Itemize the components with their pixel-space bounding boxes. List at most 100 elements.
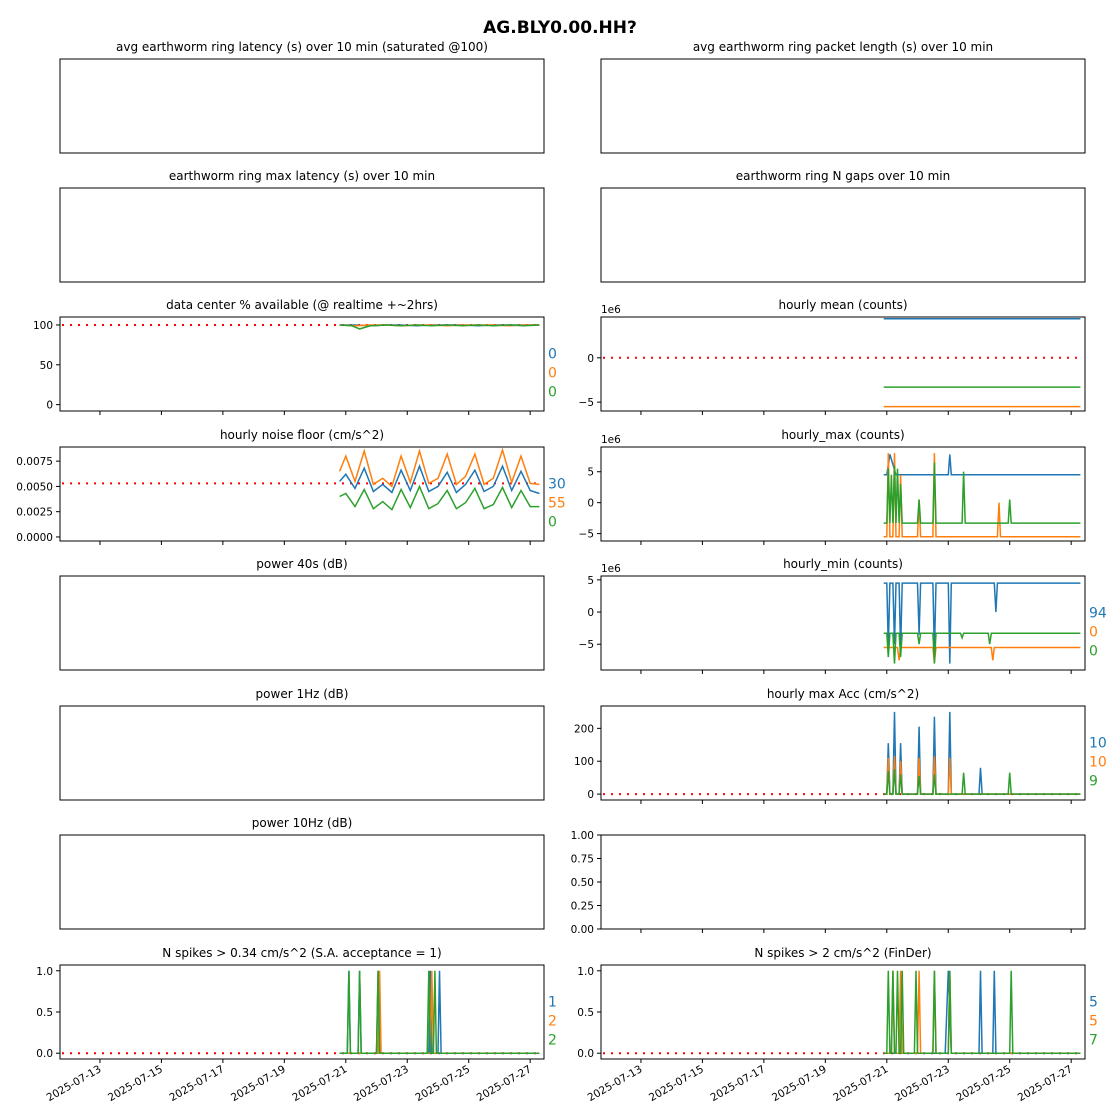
y-tick-label: 0.25 <box>571 901 594 913</box>
x-tick-label: 2025-07-15 <box>106 1063 165 1104</box>
chart-ew-ngaps: earthworm ring N gaps over 10 min <box>600 169 1086 283</box>
x-tick-label: 2025-07-27 <box>475 1063 534 1104</box>
chart-title: hourly_min (counts) <box>783 557 903 571</box>
series-count-label: 0 <box>1089 624 1098 640</box>
series-count-label: 5 <box>1089 1013 1098 1029</box>
plot-frame <box>59 834 545 930</box>
y-tick-label: 0 <box>46 400 53 412</box>
chart-hourly-max-acc: hourly max Acc (cm/s^2) 0 100 200 10 10 9 <box>574 687 1107 804</box>
series-count-label: 5 <box>1089 994 1098 1010</box>
chart-title: data center % available (@ realtime +~2h… <box>166 298 438 312</box>
series-line-3 <box>883 769 1081 795</box>
x-tick-label: 2025-07-25 <box>954 1063 1013 1104</box>
series-line-3 <box>883 970 1081 1054</box>
series-count-label: 0 <box>1089 643 1098 659</box>
series-count-label: 0 <box>548 365 557 381</box>
series-line-1 <box>883 711 1081 795</box>
chart-title: N spikes > 0.34 cm/s^2 (S.A. acceptance … <box>162 946 441 960</box>
chart-ew-packet-length: avg earthworm ring packet length (s) ove… <box>600 40 1086 154</box>
y-tick-label: 5 <box>587 575 594 587</box>
series-line-3 <box>883 632 1081 664</box>
series-count-label: 10 <box>1089 754 1107 770</box>
y-tick-label: 0.0050 <box>16 481 53 493</box>
chart-title: N spikes > 2 cm/s^2 (FinDer) <box>754 946 931 960</box>
series-count-label: 0 <box>548 514 557 530</box>
series-count-label: 9 <box>1089 773 1098 789</box>
plot-frame <box>59 575 545 671</box>
chart-hourly-mean: hourly mean (counts) −5 0 1e6 <box>579 298 1086 415</box>
figure-title: AG.BLY0.00.HH? <box>483 18 637 38</box>
plot-frame <box>59 705 545 801</box>
series-line-2 <box>338 447 540 488</box>
series-count-label: 0 <box>548 384 557 400</box>
y-tick-label: 1.00 <box>571 830 594 842</box>
y-tick-label: 100 <box>574 756 594 768</box>
series-line-1 <box>339 970 540 1054</box>
series-count-label: 30 <box>548 476 566 492</box>
series-count-label: 1 <box>548 994 557 1010</box>
y-tick-label: 0 <box>587 353 594 365</box>
series-line-1 <box>883 970 1081 1054</box>
x-tick-label: 2025-07-23 <box>352 1063 411 1104</box>
series-line-1 <box>883 454 1081 476</box>
y-tick-label: 0.0 <box>36 1048 53 1060</box>
x-tick-label: 2025-07-25 <box>413 1063 472 1104</box>
x-tick-label: 2025-07-21 <box>831 1063 890 1104</box>
plot-frame <box>600 705 1086 801</box>
x-tick-label: 2025-07-15 <box>647 1063 706 1104</box>
y-offset-label: 1e6 <box>601 563 621 575</box>
series-line-1 <box>339 464 540 495</box>
plot-frame <box>600 575 1086 671</box>
chart-blank-axes: 0.00 0.25 0.50 0.75 1.00 <box>571 830 1086 936</box>
plot-frame <box>600 834 1086 930</box>
y-tick-label: 0.0 <box>577 1048 594 1060</box>
chart-title: power 40s (dB) <box>256 557 347 571</box>
x-tick-label: 2025-07-21 <box>290 1063 349 1104</box>
chart-power-1hz: power 1Hz (dB) <box>59 687 545 801</box>
chart-title: hourly noise floor (cm/s^2) <box>220 428 384 442</box>
y-tick-label: 0 <box>587 789 594 801</box>
chart-noise-floor: hourly noise floor (cm/s^2) 0.0000 0.0025 0… <box>16 428 566 545</box>
chart-title: power 10Hz (dB) <box>252 816 353 830</box>
chart-power-10hz: power 10Hz (dB) <box>59 816 545 930</box>
y-offset-label: 1e6 <box>601 434 621 446</box>
plot-frame <box>600 58 1086 154</box>
y-offset-label: 1e6 <box>601 304 621 316</box>
x-tick-label: 2025-07-19 <box>229 1063 288 1104</box>
series-line-3 <box>339 970 540 1054</box>
y-tick-label: −5 <box>579 639 594 651</box>
y-tick-label: −5 <box>579 397 594 409</box>
chart-spikes-finder: N spikes > 2 cm/s^2 (FinDer) 0.0 0.5 1.0 202… <box>577 946 1098 1104</box>
chart-power-40s: power 40s (dB) <box>59 557 545 671</box>
y-tick-label: 0.0000 <box>16 532 53 544</box>
series-line-2 <box>883 646 1081 663</box>
x-tick-label: 2025-07-27 <box>1016 1063 1075 1104</box>
x-tick-label: 2025-07-19 <box>770 1063 829 1104</box>
x-tick-label: 2025-07-17 <box>709 1063 768 1104</box>
plot-frame <box>59 964 545 1060</box>
x-tick-label: 2025-07-13 <box>586 1063 645 1104</box>
chart-title: earthworm ring max latency (s) over 10 m… <box>169 169 435 183</box>
series-line-3 <box>883 462 1081 524</box>
y-tick-label: 0.5 <box>577 1007 594 1019</box>
chart-title: hourly max Acc (cm/s^2) <box>767 687 919 701</box>
chart-hourly-max: hourly_max (counts) −5 0 5 1e6 <box>579 428 1086 545</box>
chart-ew-max-latency: earthworm ring max latency (s) over 10 m… <box>59 169 545 283</box>
y-tick-label: −5 <box>579 529 594 541</box>
y-tick-label: 5 <box>587 467 594 479</box>
chart-spikes-sa: N spikes > 0.34 cm/s^2 (S.A. acceptance … <box>36 946 557 1104</box>
y-tick-label: 0 <box>587 607 594 619</box>
y-tick-label: 100 <box>33 320 53 332</box>
y-tick-label: 0.0025 <box>16 507 53 519</box>
chart-title: power 1Hz (dB) <box>256 687 349 701</box>
series-line-3 <box>339 484 540 511</box>
chart-title: avg earthworm ring packet length (s) ove… <box>693 40 993 54</box>
series-line-3 <box>339 324 540 330</box>
series-count-label: 7 <box>1089 1032 1098 1048</box>
series-line-2 <box>883 453 1081 538</box>
y-tick-label: 0.50 <box>571 877 594 889</box>
chart-title: hourly mean (counts) <box>778 298 907 312</box>
x-tick-label: 2025-07-13 <box>45 1063 104 1104</box>
y-tick-label: 1.0 <box>36 966 53 978</box>
